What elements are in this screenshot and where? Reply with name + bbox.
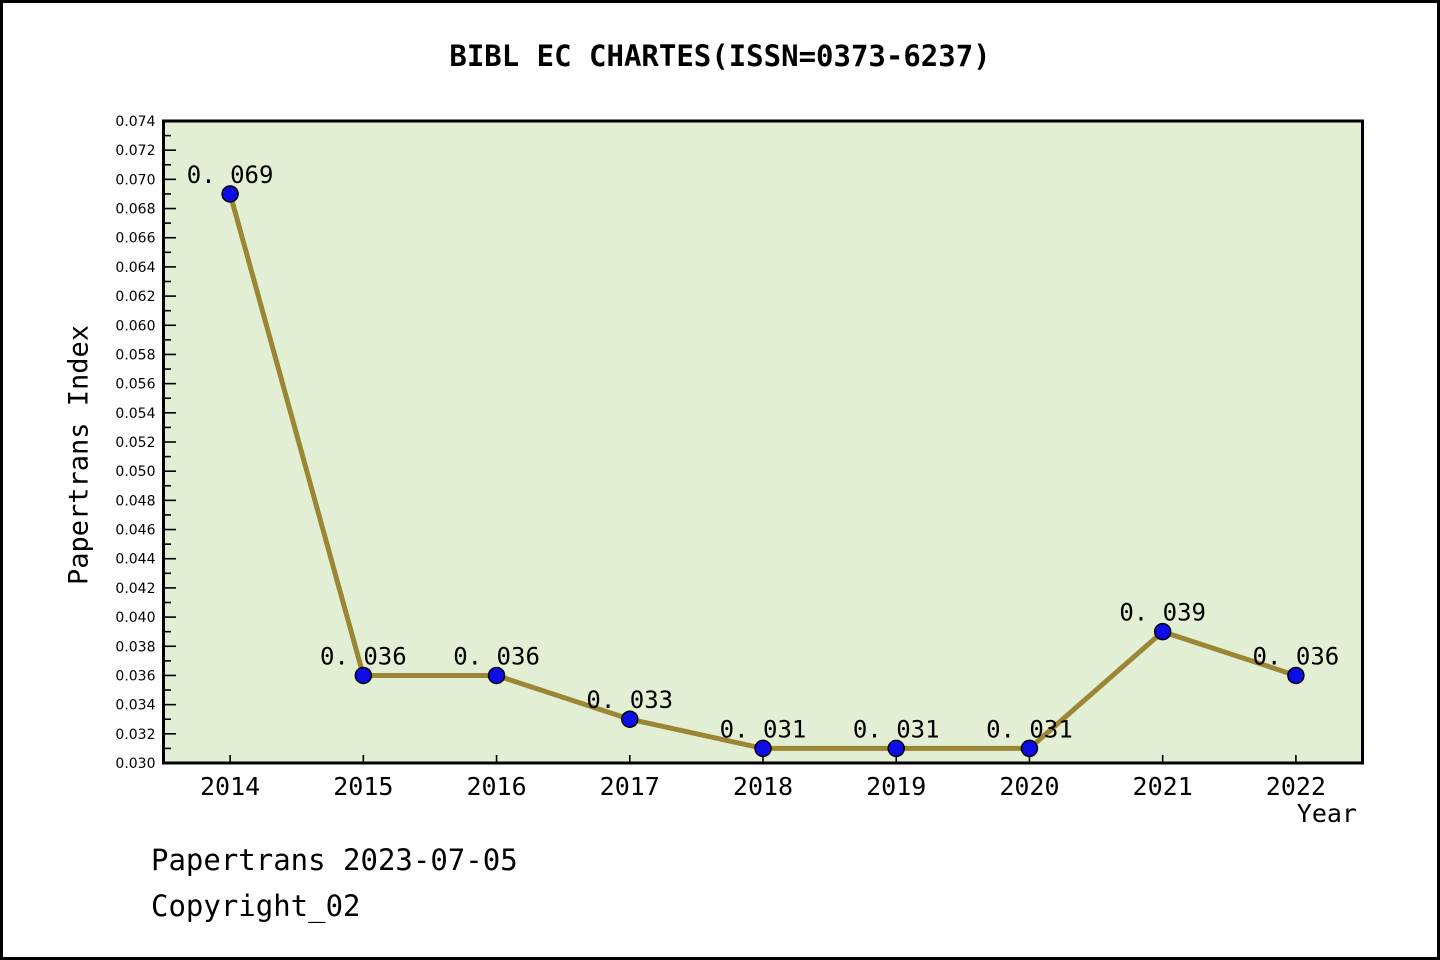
x-tick-label: 2019 xyxy=(866,772,926,801)
plot-area xyxy=(162,119,1364,765)
y-tick-label: 0.052 xyxy=(115,435,155,451)
chart-canvas: 0.030 0.032 0.034 0.036 0.038 0.040 0.042 0.044… xyxy=(115,114,1364,801)
y-tick-label: 0.066 xyxy=(115,231,155,247)
y-tick-label: 0.030 xyxy=(115,756,155,772)
x-tick-label: 2014 xyxy=(200,772,260,801)
data-point xyxy=(621,710,639,728)
y-tick-label: 0.032 xyxy=(115,727,155,743)
data-point-label: 0. 031 xyxy=(720,715,807,743)
y-tick-label: 0.038 xyxy=(115,639,155,655)
data-point-label: 0. 039 xyxy=(1119,599,1206,627)
data-point xyxy=(354,666,373,685)
data-point xyxy=(1287,666,1305,685)
y-tick-label: 0.070 xyxy=(115,172,155,188)
x-tick-label: 2021 xyxy=(1133,772,1193,801)
y-tick-label: 0.062 xyxy=(115,289,155,305)
data-point xyxy=(754,739,772,758)
data-point xyxy=(887,739,905,758)
data-point xyxy=(221,185,239,203)
data-point xyxy=(1020,739,1039,758)
y-tick-label: 0.046 xyxy=(115,523,155,539)
y-tick-label: 0.044 xyxy=(115,552,155,568)
y-tick-label: 0.068 xyxy=(115,202,155,218)
y-tick-label: 0.074 xyxy=(115,114,155,130)
x-tick-label: 2016 xyxy=(466,772,526,801)
y-tick-label: 0.036 xyxy=(115,668,155,684)
y-tick-label: 0.034 xyxy=(115,698,155,714)
data-point-label: 0. 031 xyxy=(853,715,940,743)
x-tick-label: 2018 xyxy=(733,772,793,801)
y-tick-label: 0.042 xyxy=(115,581,155,597)
y-tick-label: 0.056 xyxy=(115,377,155,393)
chart-title: BIBL EC CHARTES(ISSN=0373-6237) xyxy=(449,39,991,73)
footer-date: Papertrans 2023-07-05 xyxy=(151,843,518,877)
y-tick-label: 0.054 xyxy=(115,406,155,422)
data-point xyxy=(1153,622,1172,641)
y-tick-label: 0.072 xyxy=(115,143,155,159)
y-tick-label: 0.058 xyxy=(115,347,155,363)
data-point-label: 0. 031 xyxy=(986,715,1073,743)
y-tick-label: 0.040 xyxy=(115,610,155,626)
x-tick-label: 2015 xyxy=(333,772,393,801)
data-point-label: 0. 036 xyxy=(1253,642,1340,670)
data-point xyxy=(487,666,506,685)
y-tick-label: 0.064 xyxy=(115,260,155,276)
data-point-label: 0. 036 xyxy=(453,642,540,670)
y-tick-label: 0.060 xyxy=(115,318,155,334)
data-point-label: 0. 036 xyxy=(320,642,407,670)
footer-copyright: Copyright_02 xyxy=(151,889,361,923)
x-tick-label: 2020 xyxy=(999,772,1059,801)
x-axis-label: Year xyxy=(1296,799,1357,828)
y-tick-label: 0.050 xyxy=(115,464,155,480)
x-tick-label: 2017 xyxy=(600,772,660,801)
data-point-label: 0. 033 xyxy=(586,686,673,714)
x-tick-label: 2022 xyxy=(1266,772,1326,801)
data-point-label: 0. 069 xyxy=(187,161,274,189)
y-tick-label: 0.048 xyxy=(115,493,155,509)
